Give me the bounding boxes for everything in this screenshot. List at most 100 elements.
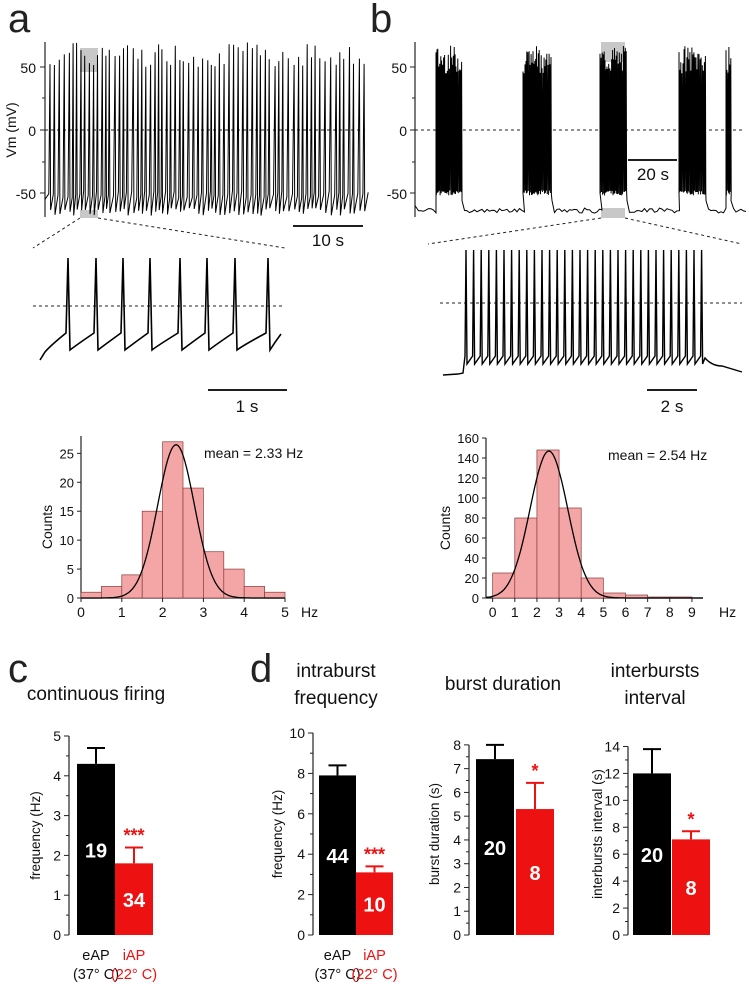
bar_d2-bar-eap xyxy=(476,759,514,935)
panel-letter-d: d xyxy=(250,647,272,691)
bar_c-category-sublabel: (22° C) xyxy=(111,967,157,983)
y-tick-0-b: 0 xyxy=(399,123,407,139)
voltage-trace-a xyxy=(44,42,369,216)
bar_d3-y-tick-label: 14 xyxy=(604,738,620,754)
hist_b-x-tick-label: 5 xyxy=(599,604,607,620)
bar_d1-category-label: iAP xyxy=(363,948,386,964)
scale-label-b-zoom: 2 s xyxy=(661,397,684,416)
bar_c-y-tick-label: 3 xyxy=(53,808,61,824)
bar_d3-y-tick-label: 8 xyxy=(612,819,620,835)
bar_d3-title-line: interbursts xyxy=(611,661,700,682)
bar_d2-y-tick-label: 7 xyxy=(453,761,461,777)
hist_a-y-tick-label: 20 xyxy=(60,475,74,490)
scale-label-a-top: 10 s xyxy=(312,231,344,250)
hist_b-x-tick-label: 6 xyxy=(622,604,630,620)
bar_d3-y-tick-label: 0 xyxy=(612,927,620,943)
bar_d3-bar-iap xyxy=(672,839,710,935)
hist_a-y-tick-label: 15 xyxy=(60,504,74,519)
bar_d3-significance: * xyxy=(687,809,694,829)
hist_a-bar xyxy=(264,591,286,599)
y-tick-0: 0 xyxy=(28,123,36,139)
bar_d2-y-tick-label: 3 xyxy=(453,856,461,872)
bar_c-title: continuous firing xyxy=(27,684,165,705)
hist_a-y-tick-label: 0 xyxy=(67,591,74,606)
hist_a-bar xyxy=(80,591,102,599)
hist_b-y-tick-label: 40 xyxy=(465,551,479,566)
bar_d1-y-tick-label: 10 xyxy=(289,725,305,741)
hist_a-x-tick-label: 2 xyxy=(159,604,167,620)
hist_b-y-tick-label: 160 xyxy=(457,431,479,446)
bar_d2-bar-iap xyxy=(516,809,554,935)
hist_a-x-tick-label: 3 xyxy=(200,604,208,620)
bar_d1-category-sublabel: (37° C) xyxy=(314,967,360,983)
hist_b-y-tick-label: 20 xyxy=(465,571,479,586)
hist_b-x-tick-label: 0 xyxy=(489,604,497,620)
hist_a-y-tick-label: 5 xyxy=(67,562,74,577)
bar_d2-y-tick-label: 0 xyxy=(453,927,461,943)
bar_d2-y-tick-label: 1 xyxy=(453,903,461,919)
hist_a-x-axis-label: Hz xyxy=(301,604,318,620)
hist_a-bar xyxy=(223,568,245,599)
bar_d3-bar-eap xyxy=(633,773,671,935)
bar_d1-title-line: intraburst xyxy=(296,661,376,682)
vm-axis-label: Vm (mV) xyxy=(3,102,19,157)
hist_b-x-axis-label: Hz xyxy=(719,604,736,620)
trace-b-axis xyxy=(410,42,416,217)
bar_d1-y-tick-label: 0 xyxy=(297,927,305,943)
y-tick-minus50: -50 xyxy=(16,186,36,202)
bar_d1-y-tick-label: 8 xyxy=(297,765,305,781)
hist_b-x-tick-label: 1 xyxy=(511,604,519,620)
bar_c-n-label: 19 xyxy=(85,840,107,862)
bar_c-y-tick-label: 1 xyxy=(53,887,61,903)
hist_a-x-tick-label: 5 xyxy=(281,604,289,620)
zoom-guide-b-left xyxy=(427,217,602,245)
hist_a-y-axis-label: Counts xyxy=(39,505,55,549)
hist_b-y-tick-label: 0 xyxy=(472,591,479,606)
hist_b-y-tick-label: 60 xyxy=(465,531,479,546)
bar_d2-y-tick-label: 6 xyxy=(453,784,461,800)
scale-label-b-top: 20 s xyxy=(637,165,669,184)
hist_b-y-tick-label: 80 xyxy=(465,511,479,526)
hist_a-y-tick-label: 10 xyxy=(60,533,74,548)
bar_c-y-tick-label: 4 xyxy=(53,768,61,784)
bar_c-category-label: eAP xyxy=(82,948,109,964)
hist_b-x-tick-label: 2 xyxy=(533,604,541,620)
bar_d3-title-line: interval xyxy=(624,688,685,709)
y-tick-50: 50 xyxy=(20,60,36,76)
hist_b-fit-curve xyxy=(485,450,703,599)
zoom-highlight-b-bottom xyxy=(601,208,625,218)
y-tick-minus50-b: -50 xyxy=(387,186,407,202)
bar_d3-y-axis-label: interbursts interval (s) xyxy=(590,769,605,899)
bar_d2-significance: * xyxy=(531,761,538,781)
bar_d3-y-tick-label: 6 xyxy=(612,846,620,862)
bar_d1-y-axis-label: frequency (Hz) xyxy=(270,790,285,879)
bar_d2-n-label: 8 xyxy=(529,863,540,885)
hist_a-x-tick-label: 0 xyxy=(77,604,85,620)
bar_d2-y-tick-label: 2 xyxy=(453,879,461,895)
bar_c-category-label: iAP xyxy=(123,948,146,964)
hist_b-y-tick-label: 100 xyxy=(457,491,479,506)
trace-a-axis xyxy=(40,42,46,217)
bar_d1-category-label: eAP xyxy=(324,948,351,964)
hist_a-fit-curve xyxy=(81,444,285,599)
hist_a-bar xyxy=(141,510,163,599)
bar_d3-y-tick-label: 10 xyxy=(604,792,620,808)
bar_d1-n-label: 10 xyxy=(363,895,385,917)
hist_b-y-tick-label: 140 xyxy=(457,451,479,466)
hist_b-y-tick-label: 120 xyxy=(457,471,479,486)
bar_c-y-tick-label: 0 xyxy=(53,927,61,943)
bar_c-bar-eap xyxy=(77,763,115,935)
bar_d1-title-line: frequency xyxy=(294,688,378,709)
bar_d2-title: burst duration xyxy=(445,674,561,695)
bar_c-bar-iap xyxy=(115,863,153,935)
bar_c-n-label: 34 xyxy=(123,890,146,912)
bar_d3-y-tick-label: 2 xyxy=(612,900,620,916)
bar_d2-y-tick-label: 8 xyxy=(453,737,461,753)
hist_b-mean-annotation: mean = 2.54 Hz xyxy=(608,447,707,463)
bar_d1-n-label: 44 xyxy=(326,846,349,868)
voltage-trace-a-zoom xyxy=(39,257,282,361)
bar_c-category-sublabel: (37° C) xyxy=(73,967,119,983)
bar_d3-n-label: 20 xyxy=(641,845,663,867)
